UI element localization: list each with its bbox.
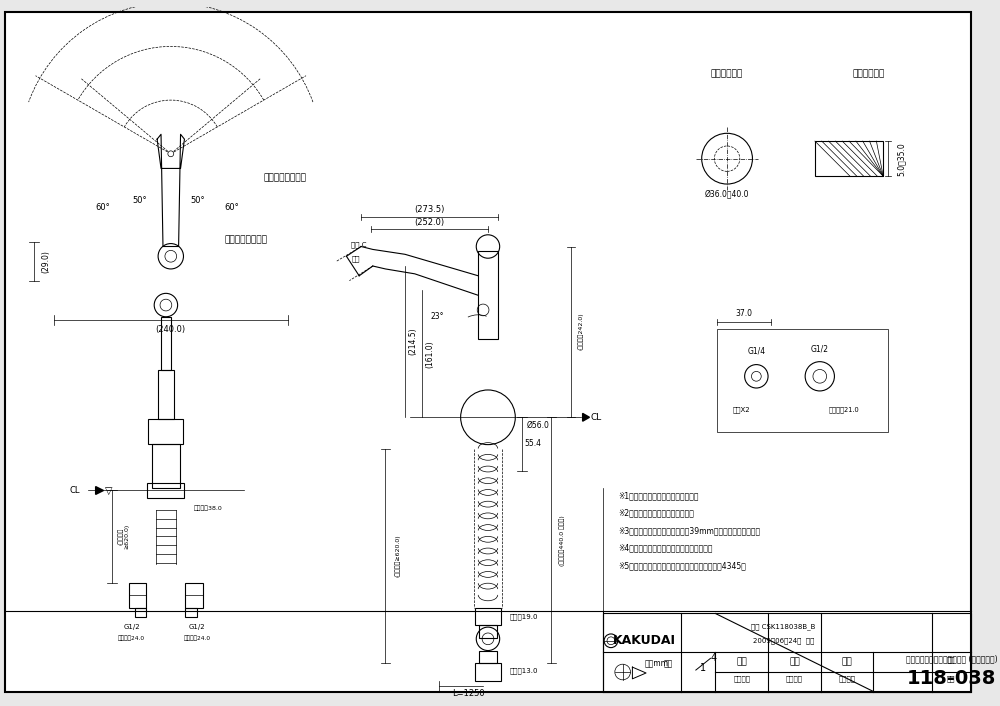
Text: ハンドル回転角度: ハンドル回転角度: [224, 235, 267, 244]
Text: 六角対辺21.0: 六角対辺21.0: [829, 406, 860, 413]
Text: (29.0): (29.0): [41, 250, 50, 273]
Text: KAKUDAI: KAKUDAI: [613, 634, 676, 647]
Text: 中嶋: 中嶋: [842, 658, 852, 666]
Bar: [158, 371, 174, 419]
Text: ※5　水受容器を必ず設置すること。（弊社製品4345）: ※5 水受容器を必ず設置すること。（弊社製品4345）: [618, 561, 746, 570]
Text: ※4　銅管部分は無理に屈曲させないこと。: ※4 銅管部分は無理に屈曲させないこと。: [618, 544, 712, 553]
Text: 六角対辺24.0: 六角対辺24.0: [184, 635, 211, 640]
Bar: [603, 614, 971, 692]
Text: ※1　（）内寸法は参考寸法である。: ※1 （）内寸法は参考寸法である。: [618, 491, 698, 500]
Text: 製　　図: 製 図: [733, 676, 750, 682]
Text: 二面幅13.0: 二面幅13.0: [509, 668, 538, 674]
Bar: [148, 419, 183, 443]
Text: 60°: 60°: [95, 203, 110, 212]
Bar: [161, 317, 171, 371]
Bar: [185, 583, 203, 608]
Text: G1/2: G1/2: [189, 624, 205, 630]
Text: 60°: 60°: [224, 203, 239, 212]
Bar: [478, 251, 498, 339]
Text: 先端 C: 先端 C: [351, 241, 367, 248]
Text: (取付寸法
≥620.0): (取付寸法 ≥620.0): [118, 524, 130, 549]
Text: (基準寸法242.0): (基準寸法242.0): [578, 313, 583, 350]
Text: 品名: 品名: [946, 656, 955, 663]
Text: (214.5): (214.5): [408, 328, 417, 355]
Polygon shape: [96, 486, 103, 494]
Text: 1: 1: [700, 663, 706, 673]
Text: 50°: 50°: [132, 196, 147, 205]
Text: 勝田: 勝田: [736, 658, 747, 666]
Text: 六角対辺24.0: 六角対辺24.0: [118, 635, 145, 640]
Bar: [185, 608, 197, 617]
Bar: [147, 483, 184, 498]
Text: (161.0): (161.0): [425, 340, 434, 368]
Text: L=1250: L=1250: [452, 689, 485, 698]
Text: 品番: 品番: [946, 676, 955, 682]
Text: 渡邊: 渡邊: [789, 658, 800, 666]
Text: CL: CL: [70, 486, 80, 495]
Bar: [717, 330, 888, 432]
Bar: [152, 443, 180, 488]
Bar: [479, 650, 497, 663]
Text: スパウト回転角度: スパウト回転角度: [264, 174, 307, 183]
Text: 尺度: 尺度: [664, 659, 673, 669]
Text: Ø56.0: Ø56.0: [527, 421, 550, 429]
Text: 承　　認: 承 認: [839, 676, 856, 682]
Bar: [479, 626, 497, 638]
Circle shape: [168, 151, 174, 157]
Bar: [135, 608, 146, 617]
Bar: [815, 141, 883, 176]
Text: (配付寸法≥620.0): (配付寸法≥620.0): [394, 534, 400, 578]
Text: 天板取付穴径: 天板取付穴径: [711, 69, 743, 78]
Text: 両輪X2: 両輪X2: [733, 406, 751, 413]
Text: 2009年06月24日  作成: 2009年06月24日 作成: [753, 638, 814, 644]
Text: ※3　ブレードホースは曲げ半径39mm以上を確保すること。: ※3 ブレードホースは曲げ半径39mm以上を確保すること。: [618, 526, 760, 535]
Polygon shape: [632, 667, 646, 679]
Text: Ø36.0～40.0: Ø36.0～40.0: [705, 189, 749, 198]
Text: 二面幅19.0: 二面幅19.0: [509, 613, 538, 620]
Text: 六角対辺38.0: 六角対辺38.0: [193, 505, 222, 511]
Text: 23°: 23°: [430, 312, 444, 321]
Text: (252.0): (252.0): [414, 217, 444, 227]
Text: G1/2: G1/2: [811, 345, 829, 354]
Text: 4: 4: [710, 653, 716, 664]
Text: 先端: 先端: [351, 255, 360, 261]
Text: 37.0: 37.0: [735, 309, 752, 318]
Text: 単位mm: 単位mm: [645, 659, 669, 669]
Text: (240.0): (240.0): [156, 325, 186, 334]
Text: 50°: 50°: [191, 196, 205, 205]
Text: 55.4: 55.4: [524, 439, 541, 448]
Polygon shape: [583, 414, 589, 421]
Bar: [475, 663, 501, 681]
Text: 天板締付範囲: 天板締付範囲: [852, 69, 885, 78]
Bar: [129, 583, 146, 608]
Text: 検　　図: 検 図: [786, 676, 803, 682]
Text: (取付寸法440.0 最短管): (取付寸法440.0 最短管): [559, 515, 565, 566]
Text: CL: CL: [590, 413, 602, 421]
Text: ※2　止水栓を必ず設置すること。: ※2 止水栓を必ず設置すること。: [618, 508, 694, 517]
Text: ▽: ▽: [105, 486, 113, 496]
Text: G1/2: G1/2: [123, 624, 140, 630]
Text: シングルレバー引出し混合栓 (分水孔つき): シングルレバー引出し混合栓 (分水孔つき): [906, 655, 997, 664]
Text: 5.0～35.0: 5.0～35.0: [896, 142, 905, 176]
Text: 図番 CSK118038B_B: 図番 CSK118038B_B: [751, 623, 816, 630]
Text: (273.5): (273.5): [414, 205, 445, 214]
Text: 118-038: 118-038: [907, 669, 996, 688]
Text: G1/4: G1/4: [747, 347, 765, 355]
Bar: [475, 608, 501, 626]
